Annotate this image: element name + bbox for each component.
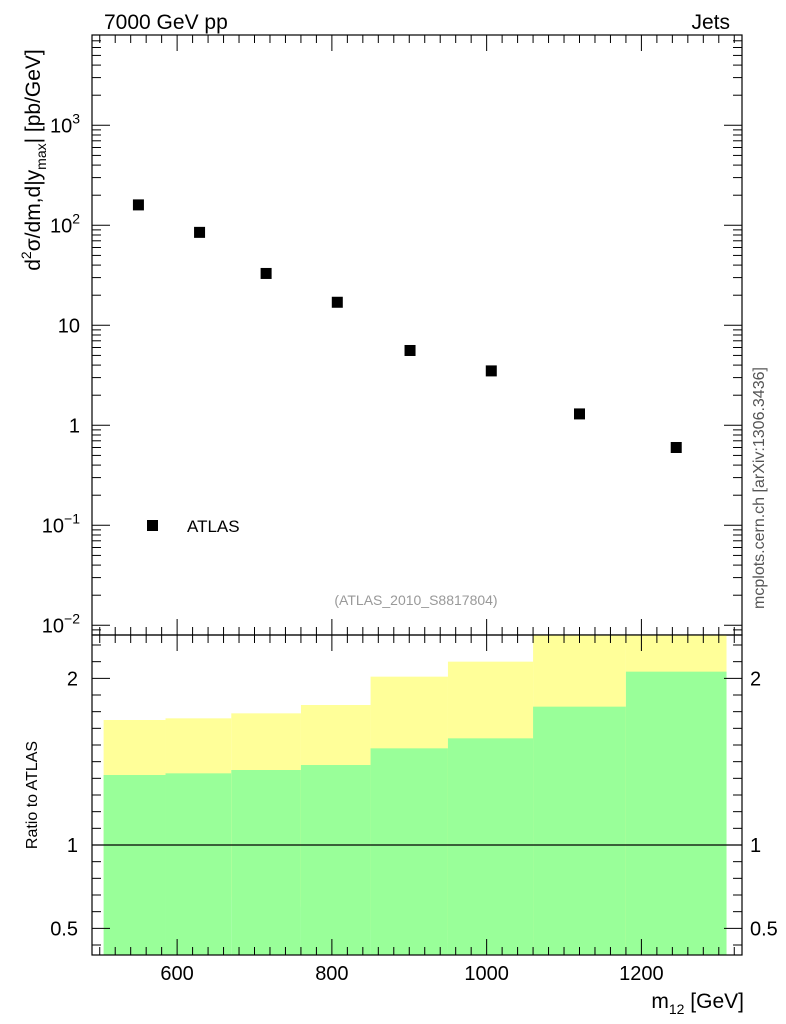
main-y-axis-ticks <box>92 34 742 636</box>
x-tick-label: 1000 <box>464 963 509 985</box>
ratio-axis-tick-labels: 0.5 0.5 1 1 2 2 600 800 1000 1200 <box>50 668 778 985</box>
legend-label-atlas: ATLAS <box>187 517 240 536</box>
inner-band-bin <box>533 706 626 955</box>
inner-band-bin <box>165 773 232 955</box>
data-point <box>194 226 206 238</box>
data-point <box>260 267 272 279</box>
inner-band-bin <box>103 775 166 955</box>
main-x-axis-ticks <box>99 35 735 635</box>
data-point <box>331 296 343 308</box>
inner-band-bin <box>300 765 371 955</box>
data-point <box>485 365 497 377</box>
ratio-y-tick-label-left: 1 <box>67 835 78 857</box>
y-tick-label: 10−1 <box>42 510 80 537</box>
x-tick-label: 800 <box>315 963 348 985</box>
inner-band-bin <box>625 671 727 955</box>
y-tick-label: 10−2 <box>42 610 80 637</box>
ratio-y-tick-label-right: 1 <box>750 835 761 857</box>
main-y-axis-label: d2σ/dm,d|ymax| [pb/GeV] <box>18 49 49 271</box>
y-tick-label: 103 <box>50 110 80 137</box>
atlas-data-points <box>132 199 682 453</box>
y-tick-label: 10 <box>58 315 80 337</box>
data-point <box>404 344 416 356</box>
header-right-label: Jets <box>691 11 730 34</box>
main-plot-frame <box>91 34 743 636</box>
y-tick-label: 1 <box>69 415 80 437</box>
legend-marker <box>147 520 158 531</box>
x-axis-label: m12 [GeV] <box>651 990 744 1017</box>
data-point <box>132 199 144 211</box>
x-tick-label: 1200 <box>619 963 664 985</box>
inner-band-bin <box>231 770 301 955</box>
ratio-axis-ticks <box>92 635 742 955</box>
data-point <box>574 408 585 420</box>
ratio-uncertainty-bands <box>103 635 727 955</box>
ratio-y-tick-label-right: 0.5 <box>750 918 778 940</box>
x-tick-label: 600 <box>160 963 193 985</box>
ratio-y-tick-label-left: 2 <box>67 668 78 690</box>
ratio-y-tick-label-right: 2 <box>750 668 761 690</box>
data-point <box>670 441 682 453</box>
header-left-label: 7000 GeV pp <box>104 11 228 34</box>
main-plot-panel: 10−2 10−1 1 10 102 103 d2σ/dm,d|ymax| [pb/GeV… <box>18 34 743 637</box>
ratio-y-tick-label-left: 0.5 <box>50 918 78 940</box>
main-y-axis-tick-labels: 10−2 10−1 1 10 102 103 <box>42 110 80 637</box>
y-tick-label: 102 <box>50 210 80 237</box>
analysis-reference: (ATLAS_2010_S8817804) <box>334 592 497 608</box>
inner-band-bin <box>447 738 534 955</box>
inner-band-bin <box>370 748 448 955</box>
ratio-y-axis-label: Ratio to ATLAS <box>24 741 41 849</box>
watermark: mcplots.cern.ch [arXiv:1306.3436] <box>751 367 768 609</box>
